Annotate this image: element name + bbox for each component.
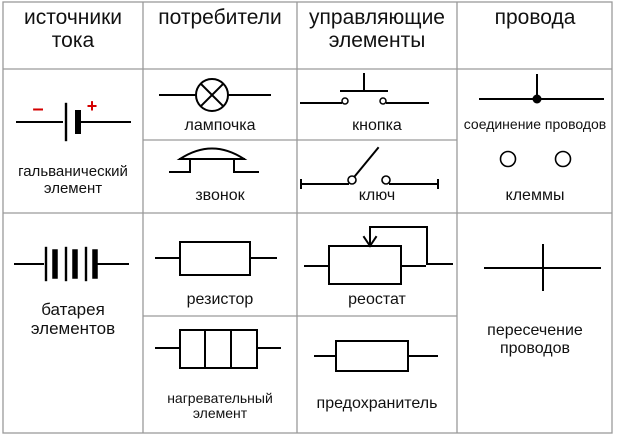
junction-label: соединение проводов [463,116,607,132]
switch-symbol [300,146,439,189]
resistor-label: резистор [186,291,254,308]
bell-label: звонок [195,187,245,204]
heater-label: нагревательный элемент [167,390,273,422]
fuse-label: предохранитель [316,395,438,412]
lamp-symbol [159,78,271,112]
rheostat-label: реостат [348,291,406,308]
header-wires: провода [494,6,576,29]
resistor-symbol [155,241,277,276]
rheostat-symbol [304,226,453,285]
header-controls: управляющие элементы [309,6,445,53]
crossing-label: пересечение проводов [487,322,583,357]
battery-symbol [14,246,129,282]
push-button-symbol [300,73,429,105]
minus-sign: – [32,98,44,120]
galvanic-cell-label: гальванический элемент [18,163,128,197]
galvanic-cell-symbol [16,102,131,142]
battery-label: батарея элементов [30,300,116,338]
wire-junction-symbol [479,74,604,104]
button-label: кнопка [352,117,402,134]
terminals-label: клеммы [505,187,565,204]
terminals-symbol [499,150,572,168]
wire-crossing-symbol [484,244,601,291]
plus-sign: + [86,96,98,116]
fuse-symbol [314,340,438,372]
header-consumers: потребители [158,6,282,29]
lamp-label: лампочка [184,117,256,134]
header-sources: источники тока [23,6,123,53]
heater-symbol [155,329,281,369]
switch-label: ключ [358,187,396,204]
bell-symbol [169,147,259,173]
